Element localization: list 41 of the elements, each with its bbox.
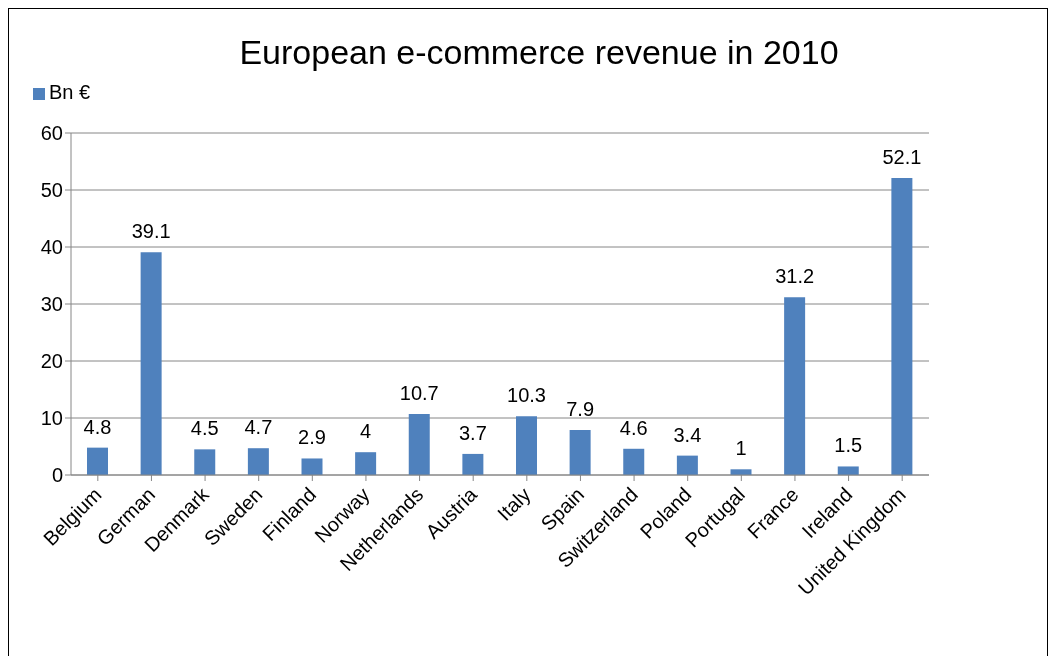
data-label: 4.5 xyxy=(190,417,219,440)
bar xyxy=(301,458,323,475)
data-label: 3.7 xyxy=(458,421,487,444)
chart-title: European e-commerce revenue in 2010 xyxy=(238,33,840,72)
bar xyxy=(676,455,698,475)
data-label: 7.9 xyxy=(566,397,595,420)
data-label: 31.2 xyxy=(775,265,815,288)
data-label: 39.1 xyxy=(131,220,171,243)
bar xyxy=(247,448,269,475)
bar xyxy=(516,416,537,475)
data-label: 2.9 xyxy=(298,426,326,449)
data-label: 1 xyxy=(735,437,747,460)
data-label: 4.7 xyxy=(244,416,273,439)
bar xyxy=(87,447,108,475)
bar xyxy=(355,452,377,475)
bar xyxy=(623,448,645,475)
bar xyxy=(194,449,216,475)
y-tick-label: 30 xyxy=(40,293,63,316)
y-tick-label: 50 xyxy=(40,179,63,202)
bar xyxy=(462,453,484,475)
data-label: 4.6 xyxy=(619,416,648,439)
legend-label: Bn € xyxy=(49,81,91,103)
data-label: 10.3 xyxy=(507,384,546,407)
y-tick-label: 0 xyxy=(51,464,63,487)
x-tick-label: Italy xyxy=(493,483,535,525)
bar xyxy=(569,429,591,475)
y-tick-label: 40 xyxy=(40,236,63,259)
y-tick-label: 10 xyxy=(40,407,63,430)
data-label: 4 xyxy=(360,420,372,443)
data-label: 3.4 xyxy=(673,423,702,446)
bar xyxy=(784,297,806,475)
data-label: 1.5 xyxy=(834,434,863,457)
data-label: 4.8 xyxy=(83,415,112,438)
data-label: 52.1 xyxy=(882,146,922,169)
bar xyxy=(140,252,162,475)
data-label: 10.7 xyxy=(399,382,439,405)
y-tick-label: 20 xyxy=(40,350,63,373)
bar xyxy=(837,466,859,475)
bar xyxy=(408,414,430,475)
bar xyxy=(891,178,913,475)
y-tick-label: 60 xyxy=(40,122,63,145)
